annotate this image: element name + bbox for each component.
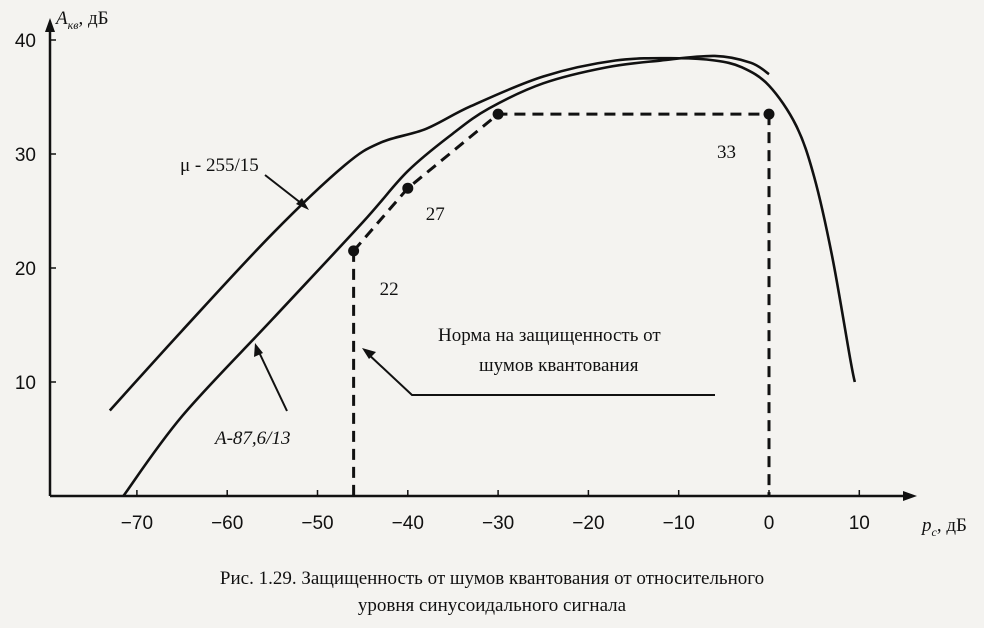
axes: [45, 18, 917, 501]
norm-point-label: 33: [717, 142, 736, 163]
series-label-mu: μ - 255/15: [180, 155, 259, 176]
x-tick-label: −20: [572, 513, 604, 534]
x-tick-label: 10: [849, 513, 870, 534]
x-tick-label: −10: [663, 513, 695, 534]
figure-caption-line2: уровня синусоидального сигнала: [357, 595, 627, 616]
ticks: −70 −60 −50 −40 −30 −20 −10 0 10 10 20 30 40: [15, 31, 870, 534]
norm-annotation-line2: шумов квантования: [479, 355, 639, 376]
x-tick-label: −70: [121, 513, 153, 534]
x-tick-label: −30: [482, 513, 514, 534]
label-leader-a-arrow: [254, 343, 263, 357]
x-tick-label: −50: [301, 513, 333, 534]
norm-point-label: 22: [380, 279, 399, 300]
label-leader-mu-arrow: [296, 198, 309, 210]
norm-point: [402, 182, 414, 194]
y-axis-arrow: [45, 18, 55, 32]
x-axis-label: pc, дБ: [920, 515, 967, 539]
norm-point-label: 27: [426, 204, 445, 225]
norm-point: [348, 245, 360, 257]
series: [108, 54, 857, 497]
norm-point: [492, 108, 504, 120]
x-tick-label: 0: [764, 513, 775, 534]
x-tick-label: −60: [211, 513, 243, 534]
y-tick-label: 30: [15, 145, 36, 166]
norm-annotation-line1: Норма на защищенность от: [438, 325, 661, 346]
norm-curve: 22 27 33: [348, 108, 775, 496]
figure-caption-line1: Рис. 1.29. Защищенность от шумов квантов…: [219, 568, 765, 589]
x-axis-arrow: [903, 491, 917, 501]
y-tick-label: 40: [15, 31, 36, 52]
norm-annotation-arrow: [362, 348, 376, 359]
label-leader-a: [257, 349, 288, 412]
series-line-a: [122, 54, 770, 497]
series-line-mu: [108, 56, 857, 412]
series-label-a: A-87,6/13: [213, 428, 290, 449]
y-axis-label: Aкв, дБ: [54, 8, 109, 32]
y-tick-label: 20: [15, 259, 36, 280]
y-tick-label: 10: [15, 373, 36, 394]
norm-annotation-leader: [365, 351, 715, 396]
norm-point: [763, 108, 775, 120]
x-tick-label: −40: [392, 513, 424, 534]
norm-line: [352, 112, 769, 252]
